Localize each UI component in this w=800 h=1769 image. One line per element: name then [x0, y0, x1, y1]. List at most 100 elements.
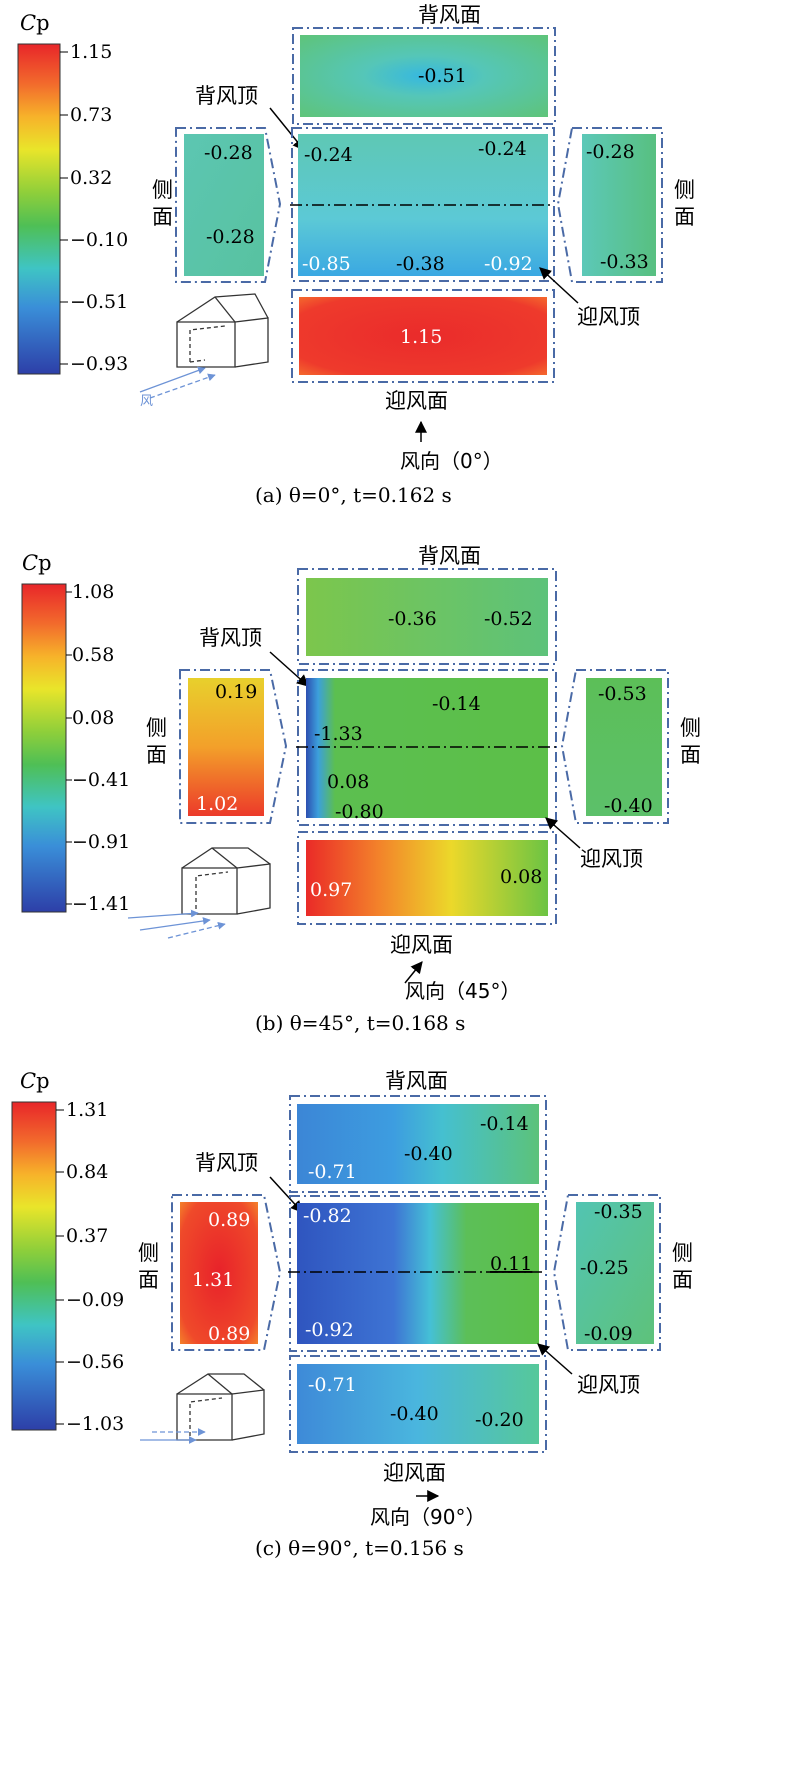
leeward-roof-pointer [269, 1176, 303, 1213]
face-value: -0.71 [308, 1374, 357, 1396]
windward-face-label: 迎风面 [390, 933, 453, 957]
face-value: -0.40 [604, 795, 653, 817]
face-value: -0.51 [418, 65, 467, 87]
leeward-face-frame [289, 1095, 547, 1193]
colorbar-tick-label: −0.09 [66, 1289, 124, 1311]
windward-face-frame [297, 831, 557, 925]
left-side-frame [175, 127, 282, 283]
face-value: -0.80 [335, 801, 384, 823]
roof-frame [291, 127, 555, 282]
colorbar-tick-label: 1.15 [70, 41, 112, 63]
face-value: -0.28 [586, 141, 635, 163]
panel-c: Cp 1.31 0.84 0.37 −0.09 −0.56 −1.03 背风面 … [11, 1069, 693, 1560]
face-value: -1.33 [314, 723, 363, 745]
face-value: -0.28 [206, 226, 255, 248]
face-value: -0.82 [303, 1205, 352, 1227]
colorbar [11, 1101, 57, 1431]
colorbar-ticks: 1.15 0.73 0.32 −0.10 −0.51 −0.93 [60, 41, 128, 375]
colorbar-tick-label: −0.91 [72, 831, 130, 853]
face-value: -0.92 [305, 1319, 354, 1341]
leeward-face-contour [300, 35, 548, 117]
colorbar-tick-label: 0.08 [72, 707, 114, 729]
windward-roof-label: 迎风顶 [577, 305, 640, 329]
windward-roof-pointer [545, 817, 581, 849]
face-value: -0.14 [480, 1113, 529, 1135]
leeward-face-label: 背风面 [418, 544, 481, 568]
right-side-frame [560, 669, 669, 824]
colorbar-title: Cp [20, 1069, 50, 1093]
windward-roof-pointer [539, 267, 579, 304]
side-label-right-char2: 面 [680, 743, 701, 767]
colorbar-tick-label: 1.08 [72, 581, 114, 603]
side-label-right-char1: 侧 [672, 1241, 693, 1265]
colorbar-tick-label: −0.93 [70, 353, 128, 375]
side-label-right: 侧面 [672, 1241, 693, 1292]
colorbar-tick-label: −0.10 [70, 229, 128, 251]
leeward-face-contour [306, 578, 548, 656]
leeward-roof-label: 背风顶 [195, 1151, 258, 1175]
windward-face-contour [297, 1364, 539, 1444]
roof-frame [289, 1195, 547, 1352]
colorbar-tick-label: 0.84 [66, 1161, 108, 1183]
left-side-contour [180, 1202, 258, 1344]
leeward-face-contour [297, 1104, 539, 1184]
side-label-left-char2: 面 [138, 1268, 159, 1292]
windward-roof-pointer [537, 1343, 573, 1375]
face-value: 0.97 [310, 879, 352, 901]
right-side-frame [556, 127, 663, 283]
face-value: 1.02 [196, 793, 238, 815]
roof-contour [297, 1203, 539, 1344]
face-value: -0.24 [304, 144, 353, 166]
face-value: 0.08 [500, 866, 542, 888]
face-value: -0.24 [478, 138, 527, 160]
side-label-right-char1: 侧 [680, 716, 701, 740]
face-value: -0.28 [204, 142, 253, 164]
building-sketch [181, 847, 271, 915]
face-value: 1.15 [400, 326, 442, 348]
wind-direction-label: 风向（0°） [400, 449, 503, 473]
wind-direction-label: 风向（90°） [370, 1505, 485, 1529]
side-label-right: 侧面 [674, 178, 695, 229]
left-side-contour [188, 678, 264, 816]
face-value: -0.92 [484, 253, 533, 275]
leeward-roof-label: 背风顶 [199, 626, 262, 650]
side-label-left-char1: 侧 [146, 716, 167, 740]
wind-arrows-icon [140, 1428, 206, 1444]
left-side-frame [171, 1194, 282, 1351]
colorbar-tick-label: 1.31 [66, 1099, 108, 1121]
face-value: -0.36 [388, 608, 437, 630]
face-value: 0.11 [490, 1253, 532, 1275]
face-value: -0.38 [396, 253, 445, 275]
side-label-left-char1: 侧 [152, 178, 173, 202]
face-value: 1.31 [192, 1269, 234, 1291]
face-value: 0.89 [208, 1209, 250, 1231]
colorbar-tick-label: −1.03 [66, 1413, 124, 1435]
colorbar-ticks: 1.31 0.84 0.37 −0.09 −0.56 −1.03 [56, 1099, 124, 1435]
windward-face-label: 迎风面 [383, 1461, 446, 1485]
colorbar [21, 583, 67, 913]
colorbar-tick-label: −0.51 [70, 291, 128, 313]
building-sketch [176, 293, 269, 368]
colorbar-tick-label: 0.32 [70, 167, 112, 189]
side-label-left-char1: 侧 [138, 1241, 159, 1265]
side-label-right-char1: 侧 [674, 178, 695, 202]
windward-face-frame [289, 1355, 547, 1453]
colorbar-tick-label: 0.58 [72, 644, 114, 666]
face-value: -0.33 [600, 251, 649, 273]
leeward-face-frame [292, 27, 556, 125]
face-value: -0.40 [404, 1143, 453, 1165]
face-value: -0.14 [432, 693, 481, 715]
panel-caption: (b) θ=45°, t=0.168 s [255, 1011, 465, 1035]
colorbar [17, 43, 61, 375]
face-value: -0.35 [594, 1201, 643, 1223]
colorbar-tick-label: −1.41 [72, 893, 130, 915]
colorbar-title: Cp [22, 551, 52, 575]
face-value: 0.89 [208, 1323, 250, 1345]
panel-caption: (a) θ=0°, t=0.162 s [255, 483, 452, 507]
face-value: -0.20 [475, 1409, 524, 1431]
panel-b: Cp 1.08 0.58 0.08 −0.41 −0.91 −1.41 背风面 … [21, 544, 701, 1035]
face-value: -0.85 [302, 253, 351, 275]
windward-face-label: 迎风面 [385, 389, 448, 413]
roof-contour [306, 678, 548, 818]
